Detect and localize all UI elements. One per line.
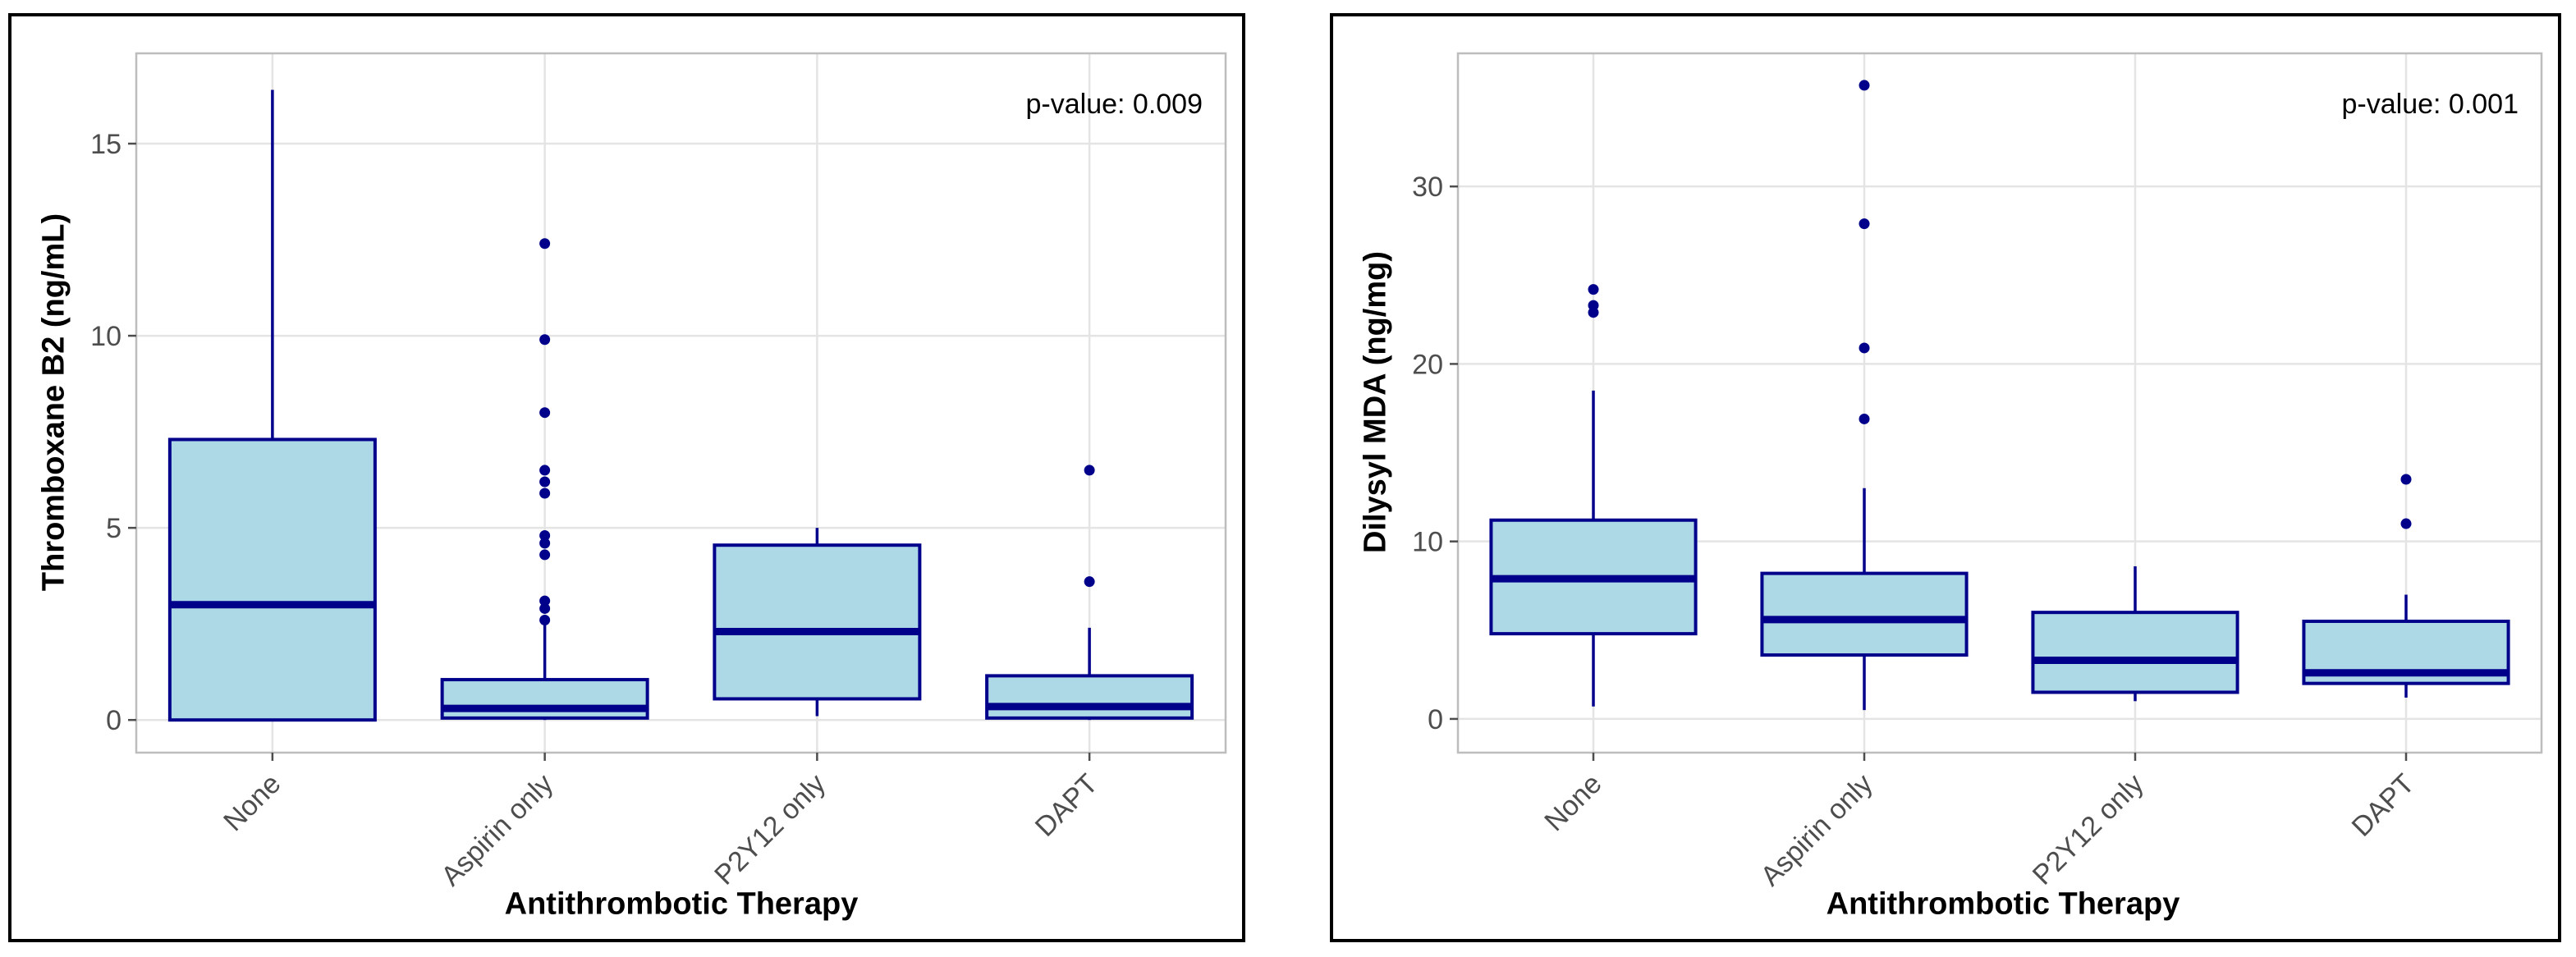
- panel-border: [1456, 52, 2543, 754]
- outlier-point: [539, 602, 551, 614]
- outlier-point: [1084, 576, 1095, 588]
- outlier-point: [2400, 518, 2412, 529]
- outlier-point: [539, 334, 551, 346]
- y-tick-label: 15: [90, 129, 121, 160]
- dilysyl-mda-boxplot-svg: 0 10 20 30 None Aspirin only P2Y12 only DAPT: [1412, 52, 2543, 892]
- outlier-point: [539, 407, 551, 419]
- boxplot-group: [2031, 566, 2239, 702]
- iqr-box: [1760, 571, 1969, 657]
- iqr-box: [713, 543, 922, 701]
- outlier-point: [1859, 413, 1870, 424]
- x-category-label: Aspirin only: [435, 768, 559, 892]
- boxplot-group: [2302, 474, 2510, 698]
- x-axis-title: Antithrombotic Therapy: [504, 886, 859, 922]
- y-tick-label: 0: [106, 705, 121, 736]
- figure-dilysyl-mda-boxplot: 0 10 20 30 None Aspirin only P2Y12 only DAPT Di…: [1330, 13, 2561, 942]
- p-value-annotation: p-value: 0.009: [1025, 89, 1203, 120]
- boxplot-group: [1489, 284, 1698, 707]
- y-tick-label: 5: [106, 513, 121, 544]
- outlier-point: [539, 614, 551, 625]
- figure-thromboxane-boxplot: 0 5 10 15 None Aspirin only P2Y12 only DAPT Thr…: [8, 13, 1245, 942]
- outlier-point: [1084, 465, 1095, 476]
- x-category-label: DAPT: [2346, 768, 2421, 843]
- iqr-box: [167, 437, 377, 722]
- boxplot-group: [985, 465, 1194, 721]
- iqr-box: [985, 674, 1194, 720]
- outlier-point: [1859, 80, 1870, 91]
- x-category-label: DAPT: [1029, 768, 1104, 843]
- boxplot-group: [1760, 80, 1969, 711]
- y-tick-label: 0: [1428, 704, 1443, 735]
- outlier-point: [1859, 218, 1870, 230]
- x-category-label: P2Y12 only: [2027, 768, 2150, 891]
- outlier-point: [539, 238, 551, 250]
- y-axis-title: Dilysyl MDA (ng/mg): [1358, 250, 1393, 554]
- x-category-label: P2Y12 only: [708, 768, 832, 891]
- p-value-annotation: p-value: 0.001: [2341, 89, 2519, 120]
- x-category-label: Aspirin only: [1755, 768, 1879, 892]
- outlier-point: [1588, 284, 1599, 295]
- boxplot-group: [167, 89, 377, 722]
- y-tick-label: 30: [1412, 172, 1443, 203]
- thromboxane-boxplot-svg: 0 5 10 15 None Aspirin only P2Y12 only DAPT: [90, 52, 1227, 892]
- x-category-label: None: [218, 768, 286, 837]
- outlier-point: [539, 549, 551, 561]
- outlier-point: [539, 488, 551, 499]
- y-tick-label: 10: [90, 321, 121, 352]
- panel-border: [135, 52, 1227, 754]
- outlier-point: [1859, 342, 1870, 354]
- outlier-point: [539, 530, 551, 542]
- outlier-point: [539, 595, 551, 607]
- outlier-point: [539, 476, 551, 488]
- x-axis-title: Antithrombotic Therapy: [1826, 886, 2180, 922]
- outlier-point: [1588, 300, 1599, 311]
- iqr-box: [440, 678, 649, 720]
- boxplot-group: [713, 528, 922, 717]
- y-tick-label: 20: [1412, 349, 1443, 380]
- x-category-label: None: [1538, 768, 1607, 837]
- outlier-point: [2400, 474, 2412, 485]
- y-axis-title: Thromboxane B2 (ng/mL): [36, 213, 71, 592]
- outlier-point: [539, 538, 551, 549]
- y-tick-label: 10: [1412, 527, 1443, 558]
- iqr-box: [2031, 611, 2239, 694]
- outlier-point: [539, 465, 551, 476]
- boxplot-group: [440, 238, 649, 721]
